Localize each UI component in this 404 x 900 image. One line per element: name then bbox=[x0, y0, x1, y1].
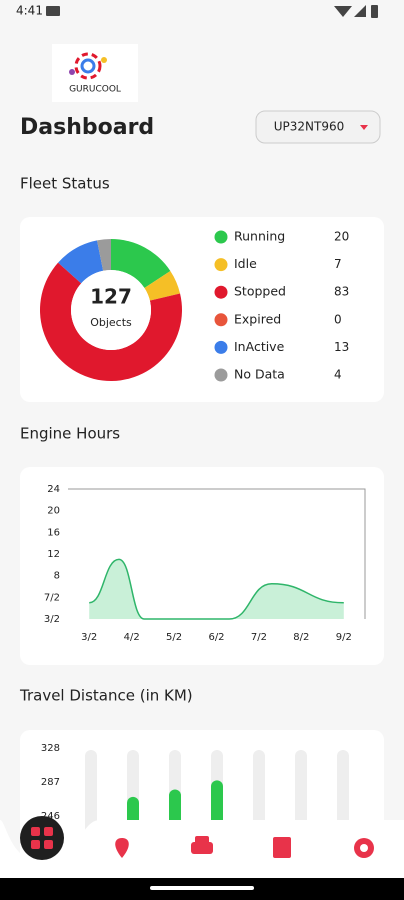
logo-box bbox=[52, 44, 138, 102]
home-handle bbox=[150, 886, 254, 890]
y-tick-label: 246 bbox=[41, 811, 60, 822]
x-tick-label: 3/2 bbox=[81, 632, 97, 643]
wifi-icon bbox=[334, 6, 352, 17]
y-tick-label: 20 bbox=[47, 506, 60, 517]
logo-text: GURUCOOL bbox=[69, 85, 121, 95]
x-tick-label: 4/2 bbox=[124, 632, 140, 643]
donut-slice bbox=[111, 239, 171, 289]
nav-home[interactable] bbox=[20, 816, 64, 860]
line bbox=[89, 558, 344, 620]
y-tick-label: 328 bbox=[41, 743, 60, 754]
battery-icon bbox=[371, 5, 378, 18]
y-tick-label: 12 bbox=[47, 549, 60, 560]
legend-value: 83 bbox=[334, 285, 349, 299]
legend-dot bbox=[214, 258, 228, 272]
legend-value: 13 bbox=[334, 340, 349, 354]
signal-icon bbox=[354, 5, 366, 17]
legend-label: Idle bbox=[234, 256, 257, 271]
y-tick-label: 24 bbox=[47, 484, 60, 495]
donut-slice bbox=[40, 262, 183, 381]
status-time: 4:41 bbox=[16, 4, 43, 18]
donut-slice bbox=[144, 271, 181, 301]
legend-label: No Data bbox=[234, 367, 285, 382]
legend-value: 4 bbox=[334, 368, 342, 382]
total-label: Objects bbox=[90, 316, 132, 329]
nav-icon bbox=[31, 840, 40, 849]
vehicle-dropdown[interactable] bbox=[255, 110, 381, 144]
nav-map[interactable] bbox=[115, 838, 129, 858]
nav-icon bbox=[44, 827, 53, 836]
engine-card bbox=[20, 467, 384, 665]
legend-label: InActive bbox=[234, 339, 285, 354]
logo-mark bbox=[80, 58, 96, 74]
legend-value: 20 bbox=[334, 230, 349, 244]
x-tick-label: 5/2 bbox=[166, 632, 182, 643]
x-tick-label: 6/2 bbox=[208, 632, 224, 643]
donut-slice bbox=[58, 240, 104, 284]
y-tick-label: 3/2 bbox=[44, 614, 60, 625]
legend-label: Stopped bbox=[234, 284, 286, 299]
vehicle-selected: UP32NT960 bbox=[274, 120, 345, 134]
y-tick-label: 16 bbox=[47, 527, 60, 538]
nav-icon bbox=[31, 827, 40, 836]
legend-dot bbox=[214, 340, 228, 354]
y-tick-label: 7/2 bbox=[44, 592, 60, 603]
x-tick-label: 9/2 bbox=[336, 632, 352, 643]
line-area bbox=[89, 559, 344, 619]
page-title: Dashboard bbox=[20, 115, 154, 140]
logo-mark bbox=[101, 57, 107, 63]
legend-dot bbox=[214, 285, 228, 299]
dropdown-arrow bbox=[360, 125, 368, 130]
section-title: Fleet Status bbox=[20, 175, 110, 193]
status-icon bbox=[46, 6, 60, 16]
legend-dot bbox=[214, 313, 228, 327]
nav-icon bbox=[44, 840, 53, 849]
x-tick-label: 8/2 bbox=[293, 632, 309, 643]
legend-dot bbox=[214, 230, 228, 244]
x-tick-label: 7/2 bbox=[251, 632, 267, 643]
nav-vehicle[interactable] bbox=[191, 842, 213, 854]
nav-settings-hole bbox=[360, 844, 368, 852]
nav-report[interactable] bbox=[273, 837, 291, 858]
logo-mark bbox=[74, 52, 102, 80]
y-tick-label: 287 bbox=[41, 777, 60, 788]
legend-label: Running bbox=[234, 229, 285, 244]
total-count: 127 bbox=[90, 285, 132, 309]
legend-value: 0 bbox=[334, 312, 342, 326]
nav-vehicle-top bbox=[195, 836, 209, 844]
logo-mark bbox=[69, 69, 75, 75]
y-tick-label: 8 bbox=[54, 571, 60, 582]
donut-slice bbox=[97, 239, 111, 271]
donut-center bbox=[71, 270, 151, 350]
legend-dot bbox=[214, 368, 228, 382]
section-title: Engine Hours bbox=[20, 425, 120, 443]
legend-label: Expired bbox=[234, 311, 281, 326]
section-title: Travel Distance (in KM) bbox=[19, 687, 193, 705]
axis-frame bbox=[68, 488, 366, 619]
legend-value: 7 bbox=[334, 257, 342, 271]
